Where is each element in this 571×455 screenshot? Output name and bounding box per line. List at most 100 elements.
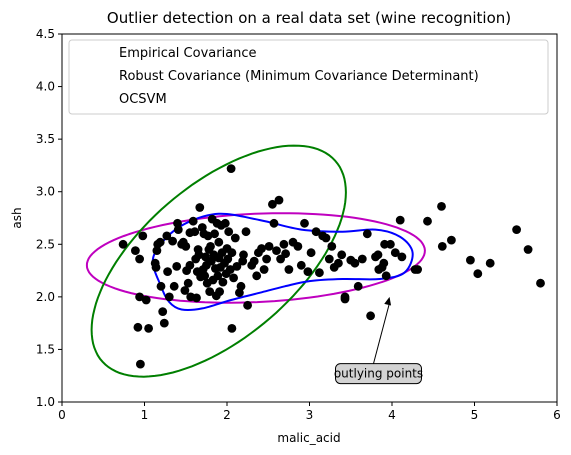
data-point bbox=[232, 262, 242, 271]
x-tick-label: 2 bbox=[223, 408, 231, 422]
data-point bbox=[340, 294, 350, 304]
data-point bbox=[473, 269, 483, 279]
data-point bbox=[192, 293, 201, 303]
contour-0 bbox=[85, 212, 426, 304]
plot-area bbox=[85, 144, 545, 378]
data-point bbox=[306, 248, 316, 258]
data-point bbox=[213, 271, 223, 281]
data-point bbox=[162, 231, 172, 241]
data-point bbox=[264, 242, 274, 251]
data-point bbox=[236, 281, 246, 291]
data-point bbox=[205, 287, 215, 296]
legend-entry-empirical-covariance: Empirical Covariance bbox=[119, 46, 257, 61]
data-point bbox=[395, 215, 405, 225]
data-point bbox=[373, 250, 383, 260]
outlier-annotation: outlying points bbox=[334, 296, 423, 385]
x-axis-ticks: 0 1 2 3 4 5 6 bbox=[58, 402, 561, 422]
data-point bbox=[321, 233, 331, 243]
data-point bbox=[230, 233, 240, 243]
x-tick-label: 3 bbox=[306, 408, 314, 422]
data-point bbox=[279, 239, 289, 249]
data-point bbox=[466, 255, 475, 265]
data-point bbox=[315, 268, 324, 278]
decision-contours bbox=[85, 144, 426, 378]
x-tick-label: 1 bbox=[141, 408, 149, 422]
chart-title: Outlier detection on a real data set (wi… bbox=[107, 9, 511, 27]
data-point bbox=[485, 258, 495, 268]
data-point bbox=[243, 300, 253, 310]
data-point bbox=[327, 242, 337, 251]
data-point bbox=[229, 273, 239, 283]
data-point bbox=[379, 258, 389, 268]
data-point bbox=[334, 258, 343, 268]
data-point bbox=[190, 227, 200, 237]
data-point bbox=[284, 265, 294, 274]
data-point bbox=[183, 278, 193, 288]
data-point bbox=[362, 229, 372, 239]
data-point bbox=[180, 286, 190, 295]
y-tick-label: 2.0 bbox=[36, 290, 55, 304]
y-tick-label: 3.0 bbox=[36, 185, 55, 199]
data-point bbox=[227, 324, 237, 333]
annotation-box bbox=[335, 363, 422, 385]
data-point bbox=[173, 225, 183, 235]
data-point bbox=[136, 359, 145, 369]
data-points bbox=[118, 164, 545, 369]
data-point bbox=[423, 216, 432, 226]
y-tick-label: 1.0 bbox=[36, 395, 55, 409]
data-point bbox=[386, 239, 395, 249]
data-point bbox=[156, 281, 166, 291]
data-point bbox=[390, 248, 400, 258]
data-point bbox=[131, 246, 140, 256]
data-point bbox=[293, 242, 303, 251]
data-point bbox=[135, 292, 145, 302]
y-tick-label: 4.5 bbox=[36, 27, 55, 41]
data-point bbox=[296, 260, 306, 270]
data-point bbox=[144, 324, 154, 333]
legend: Empirical Covariance Robust Covariance (… bbox=[68, 39, 549, 115]
data-point bbox=[447, 235, 456, 245]
data-point bbox=[188, 216, 198, 226]
data-point bbox=[272, 246, 281, 256]
data-point bbox=[206, 242, 215, 251]
data-point bbox=[268, 199, 277, 209]
data-point bbox=[257, 244, 266, 253]
data-point bbox=[357, 254, 367, 264]
data-point bbox=[281, 249, 290, 259]
data-point bbox=[223, 254, 233, 264]
x-tick-label: 4 bbox=[388, 408, 396, 422]
data-point bbox=[274, 195, 284, 205]
data-point bbox=[337, 250, 347, 260]
y-axis-ticks: 1.0 1.5 2.0 2.5 3.0 3.5 4.0 4.5 bbox=[36, 27, 62, 409]
data-point bbox=[200, 271, 210, 281]
data-point bbox=[158, 307, 168, 316]
data-point bbox=[151, 263, 161, 272]
data-point bbox=[155, 237, 165, 247]
data-point bbox=[226, 164, 236, 174]
data-point bbox=[215, 287, 225, 296]
data-point bbox=[168, 236, 178, 246]
data-point bbox=[437, 242, 447, 251]
data-point bbox=[159, 318, 169, 328]
y-tick-label: 3.5 bbox=[36, 132, 55, 146]
data-point bbox=[366, 311, 375, 321]
data-point bbox=[397, 252, 407, 262]
data-point bbox=[194, 250, 204, 260]
data-point bbox=[512, 225, 521, 235]
data-point bbox=[262, 254, 271, 264]
data-point bbox=[195, 203, 205, 212]
data-point bbox=[163, 267, 173, 276]
data-point bbox=[241, 227, 251, 237]
data-point bbox=[269, 218, 279, 228]
data-point bbox=[381, 271, 391, 281]
data-point bbox=[185, 260, 195, 270]
x-axis-label: malic_acid bbox=[277, 431, 340, 445]
data-point bbox=[138, 231, 148, 241]
data-point bbox=[181, 242, 191, 251]
data-point bbox=[214, 237, 224, 247]
data-point bbox=[218, 277, 228, 287]
data-point bbox=[164, 292, 174, 302]
data-point bbox=[324, 254, 334, 264]
data-point bbox=[437, 202, 446, 211]
